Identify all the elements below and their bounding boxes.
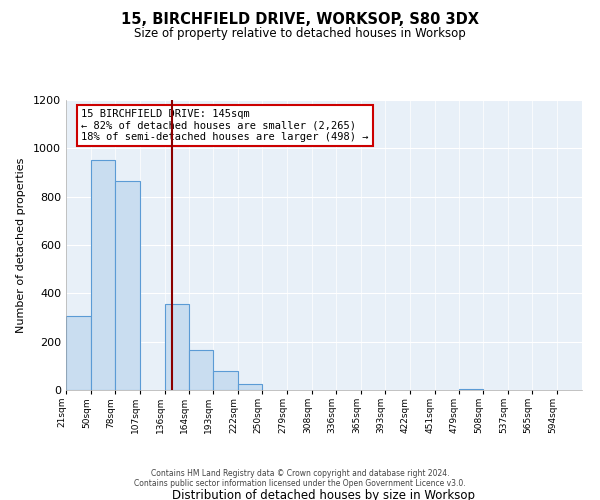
Bar bbox=[115, 181, 140, 390]
Bar bbox=[238, 384, 262, 390]
Bar bbox=[458, 389, 484, 390]
Text: Contains HM Land Registry data © Crown copyright and database right 2024.: Contains HM Land Registry data © Crown c… bbox=[151, 468, 449, 477]
Text: 15 BIRCHFIELD DRIVE: 145sqm
← 82% of detached houses are smaller (2,265)
18% of : 15 BIRCHFIELD DRIVE: 145sqm ← 82% of det… bbox=[82, 108, 369, 142]
Bar bbox=[91, 160, 115, 390]
X-axis label: Distribution of detached houses by size in Worksop: Distribution of detached houses by size … bbox=[173, 489, 476, 500]
Text: Size of property relative to detached houses in Worksop: Size of property relative to detached ho… bbox=[134, 28, 466, 40]
Bar bbox=[164, 304, 188, 390]
Y-axis label: Number of detached properties: Number of detached properties bbox=[16, 158, 26, 332]
Text: Contains public sector information licensed under the Open Government Licence v3: Contains public sector information licen… bbox=[134, 478, 466, 488]
Bar bbox=[214, 370, 238, 390]
Bar bbox=[66, 316, 91, 390]
Text: 15, BIRCHFIELD DRIVE, WORKSOP, S80 3DX: 15, BIRCHFIELD DRIVE, WORKSOP, S80 3DX bbox=[121, 12, 479, 28]
Bar bbox=[188, 350, 214, 390]
